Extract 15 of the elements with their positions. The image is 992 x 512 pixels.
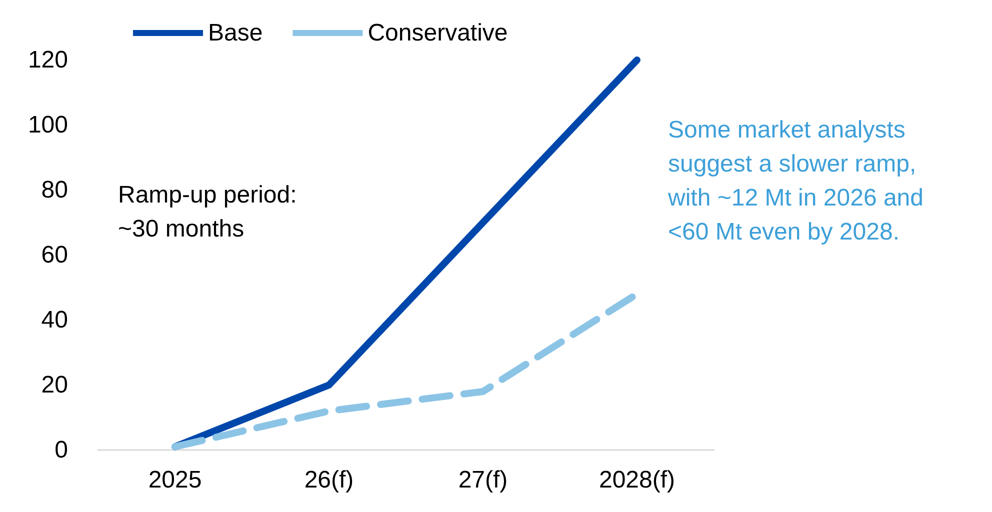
y-tick-label: 40 — [41, 306, 68, 334]
legend-label: Conservative — [368, 20, 508, 46]
y-tick-label: 120 — [28, 46, 68, 74]
x-tick-label: 26(f) — [304, 466, 354, 494]
y-tick-label: 100 — [28, 112, 68, 138]
annotation: Some market analysts suggest a slower ramp, with ~12 Mt in 2026 and <60 Mt even by 2028. — [667, 116, 924, 246]
y-tick-label: 60 — [41, 242, 68, 268]
x-tick-label: 2028(f) — [598, 466, 676, 494]
x-tick-label: 27(f) — [458, 466, 508, 494]
x-tick-label: 2025 — [148, 466, 202, 494]
legend-label: Base — [208, 20, 263, 46]
y-tick-label: 80 — [41, 176, 68, 204]
y-tick-label: 0 — [54, 436, 68, 464]
annotation: Ramp-up period: ~30 months — [118, 182, 297, 242]
y-tick-label: 20 — [41, 372, 68, 398]
